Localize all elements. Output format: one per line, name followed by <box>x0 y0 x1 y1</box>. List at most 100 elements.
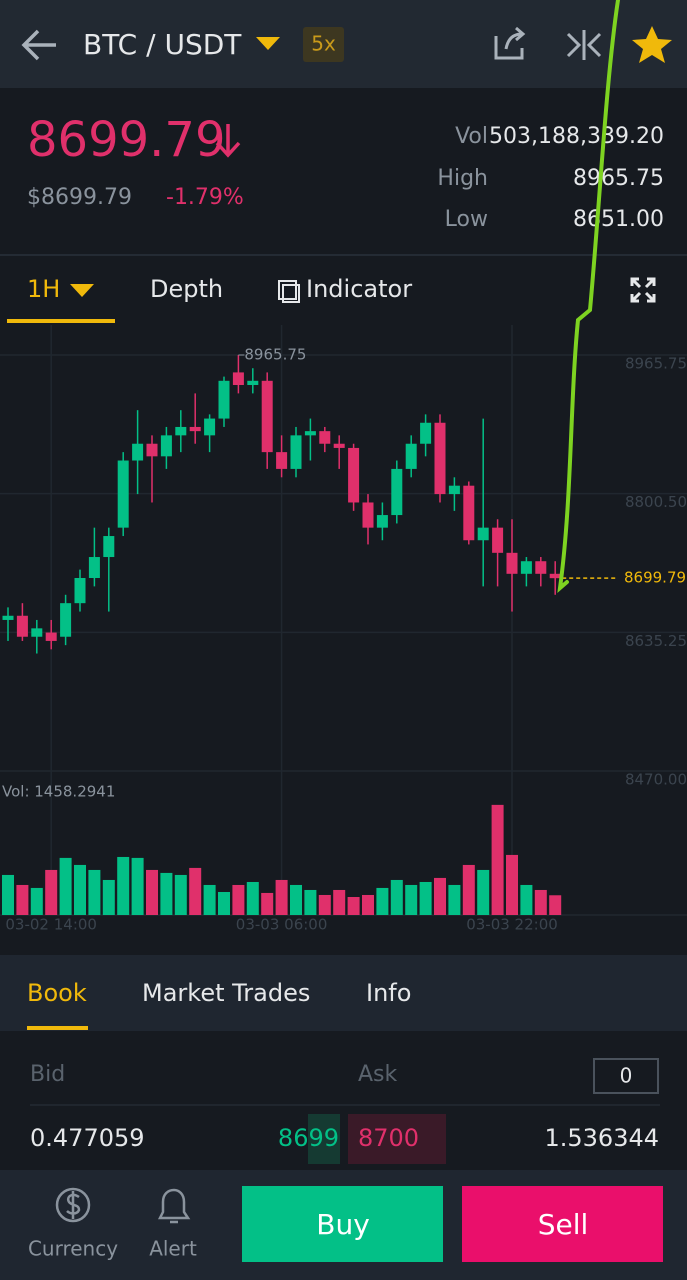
volume-bar <box>232 884 245 915</box>
volume-bar <box>520 884 533 915</box>
book-tabs-bar <box>0 955 687 1031</box>
hand-drawn-annotation <box>557 0 620 593</box>
ask-price: 8700 <box>358 1124 419 1152</box>
bid-header: Bid <box>30 1062 65 1087</box>
volume-bar <box>491 804 504 915</box>
candle-body <box>434 422 446 495</box>
candle-body <box>506 552 518 574</box>
volume-bar <box>549 895 562 915</box>
fullscreen-button[interactable] <box>630 277 656 303</box>
volume-bar <box>390 879 403 915</box>
sell-button[interactable] <box>462 1186 663 1262</box>
volume-bar <box>102 879 115 915</box>
volume-bar <box>419 881 432 915</box>
candle-body <box>290 435 302 469</box>
depth-select[interactable] <box>593 1058 659 1094</box>
volume-bar <box>203 884 216 915</box>
pair[interactable]: BTC / USDT <box>83 28 242 61</box>
volume-bar <box>275 879 288 915</box>
indicator-tab[interactable]: Indicator <box>306 275 412 303</box>
candle-body <box>420 422 432 444</box>
interval-tab[interactable]: 1H <box>27 275 60 303</box>
favorite-star[interactable] <box>632 26 672 63</box>
share-button[interactable] <box>494 26 526 60</box>
compare-button[interactable] <box>566 30 602 60</box>
candle-body <box>391 468 403 516</box>
interval-dropdown[interactable] <box>70 284 94 297</box>
candle-body <box>247 380 259 385</box>
candle-body <box>362 502 374 528</box>
indicator-icon[interactable] <box>278 280 300 303</box>
candle-body <box>146 443 158 457</box>
stat-value: 8651.00 <box>573 207 664 232</box>
chart: 8470.00 8635.25 8800.50 8965.75 03-02 14:00 0… <box>0 325 687 934</box>
price-usd: $8699.79 <box>27 185 132 210</box>
candle-body <box>189 426 201 432</box>
candle-body <box>549 573 561 579</box>
ask-amount: 1.536344 <box>544 1124 659 1152</box>
y-tick-label: 8965.75 <box>625 354 687 372</box>
trades-tab[interactable]: Market Trades <box>142 979 310 1007</box>
y-tick-label: 8800.50 <box>625 493 687 511</box>
info-tab[interactable]: Info <box>366 979 411 1007</box>
volume-bar <box>246 881 259 915</box>
y-tick-label: 8470.00 <box>625 771 687 789</box>
stat-label: Low <box>445 207 488 232</box>
candle-body <box>74 577 86 604</box>
pair-dropdown[interactable] <box>256 37 280 50</box>
candle-body <box>319 431 331 444</box>
alert-icon[interactable] <box>157 1188 191 1224</box>
volume-bar <box>160 872 173 915</box>
candle-body <box>2 615 14 620</box>
leverage: 5x <box>311 32 336 56</box>
down-arrow <box>215 124 241 158</box>
back-button[interactable] <box>21 29 56 61</box>
stat-value: 8965.75 <box>573 166 664 191</box>
candle-body <box>463 485 475 541</box>
sell-label[interactable]: Sell <box>538 1208 589 1241</box>
volume-bar <box>131 857 144 915</box>
volume-bar <box>189 867 202 915</box>
x-tick-label: 03-03 22:00 <box>466 916 558 934</box>
candle-body <box>45 632 57 641</box>
volume-bar <box>405 884 418 915</box>
volume-bar <box>462 864 475 915</box>
volume-bar <box>347 897 360 915</box>
candle-body <box>204 418 216 436</box>
currency-label[interactable]: Currency <box>28 1237 118 1261</box>
tab-underline <box>27 1026 88 1030</box>
currency-icon-symbol <box>66 1191 81 1219</box>
candle-body <box>88 557 100 578</box>
bid-price: 8699 <box>278 1124 339 1152</box>
volume-bar <box>88 869 101 915</box>
volume-bar <box>333 889 346 915</box>
candle-body <box>16 615 28 637</box>
volume-bar <box>59 857 72 915</box>
volume-label: Vol: 1458.2941 <box>2 783 115 801</box>
candle-body <box>492 527 504 553</box>
volume-bar <box>304 889 317 915</box>
volume-bar <box>2 874 14 915</box>
last-price: 8699.79 <box>27 112 226 168</box>
volume-bar <box>261 892 274 915</box>
volume-bar <box>318 894 331 915</box>
volume-bar <box>362 894 374 915</box>
volume-bar <box>74 864 86 915</box>
candle-body <box>232 372 244 385</box>
volume-bar <box>218 892 230 915</box>
buy-label[interactable]: Buy <box>316 1208 370 1241</box>
depth-value[interactable]: 0 <box>620 1064 633 1088</box>
ask-depth-bar <box>348 1114 446 1164</box>
alert-label[interactable]: Alert <box>149 1237 197 1261</box>
buy-button[interactable] <box>242 1186 443 1262</box>
book-tab[interactable]: Book <box>27 979 87 1007</box>
candle-body <box>160 435 172 457</box>
volume-bar <box>45 869 58 915</box>
depth-tab[interactable]: Depth <box>150 275 223 303</box>
stat-label: High <box>437 166 488 191</box>
ask-header: Ask <box>358 1062 398 1087</box>
candle-body <box>304 431 316 436</box>
currency-icon[interactable] <box>55 1187 91 1223</box>
volume-bar <box>448 884 461 915</box>
